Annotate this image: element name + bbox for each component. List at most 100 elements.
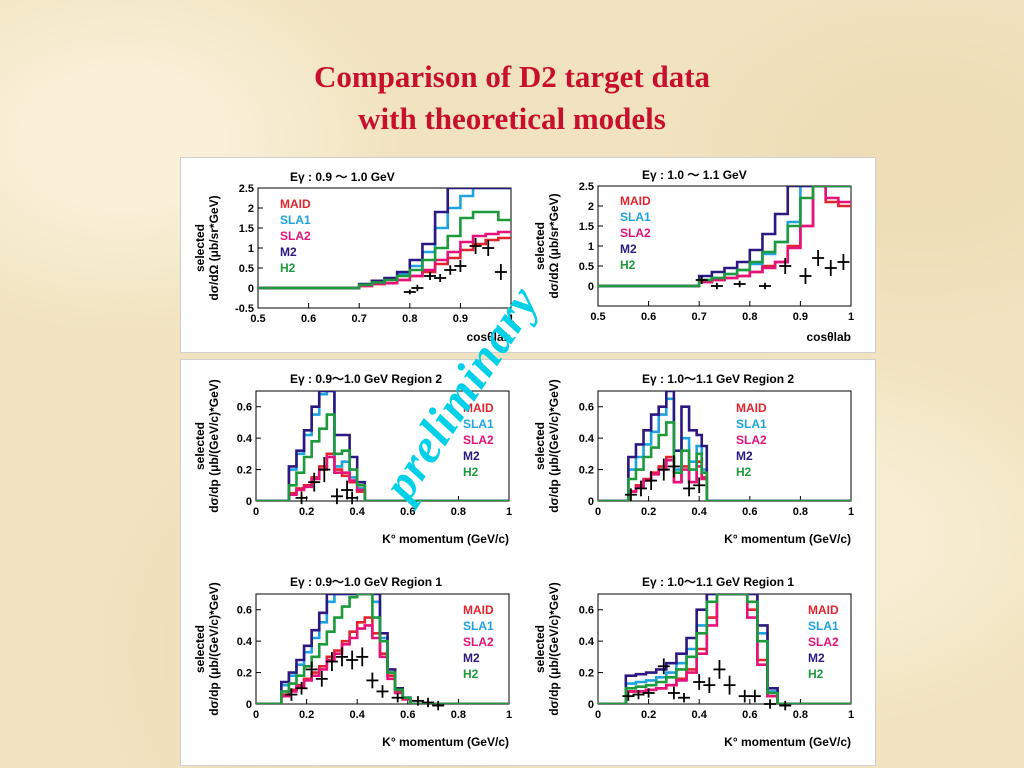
legend-entry-sla1: SLA1 [280, 213, 311, 227]
y-axis-label-1: selected [193, 422, 207, 470]
y-tick-label: 0.4 [237, 433, 253, 445]
y-axis-label-1: selected [193, 625, 207, 673]
x-axis-label: cosθlab [806, 330, 851, 344]
legend-entry-sla1: SLA1 [808, 619, 839, 633]
x-axis-label: cosθlab [466, 330, 511, 344]
x-tick-label: 0 [595, 709, 601, 721]
x-tick-label: 1 [848, 311, 854, 323]
series-h2-histogram [598, 186, 851, 288]
y-tick-label: 0.2 [237, 668, 252, 680]
x-tick-label: 0.4 [692, 506, 708, 518]
x-tick-label: 0.2 [299, 709, 314, 721]
series-m2-histogram [598, 391, 851, 501]
y-tick-label: 0.6 [237, 605, 252, 617]
y-axis-label-2: dσ/dΩ (μb/sr*GeV) [547, 193, 561, 298]
chart-title: Eγ : 0.9～1.0 GeV Region 2 [290, 372, 442, 386]
legend-entry-sla1: SLA1 [736, 417, 767, 431]
x-tick-label: 1 [848, 709, 854, 721]
x-tick-label: 0.4 [350, 506, 366, 518]
slide-title: Comparison of D2 target data with theore… [0, 56, 1024, 140]
y-tick-label: 1 [248, 243, 254, 255]
y-tick-label: 2 [248, 203, 254, 215]
title-line-1: Comparison of D2 target data [313, 59, 711, 94]
x-tick-label: 1 [506, 709, 512, 721]
y-tick-label: 0.6 [237, 402, 252, 414]
chart-mid-left: Eγ : 0.9～1.0 GeV Region 2 0 0.2 0.4 0.6 0.8 1 0… [193, 372, 512, 546]
y-axis-label-1: selected [533, 422, 547, 470]
legend-entry-sla2: SLA2 [463, 635, 494, 649]
legend-entry-maid: MAID [736, 401, 767, 415]
x-axis-label: K° momentum (GeV/c) [724, 735, 851, 749]
series-m2-histogram [598, 186, 851, 288]
chart-bottom-right: Eγ : 1.0～1.1 GeV Region 1 0 0.2 0.4 0.6 0.8 1 0… [533, 575, 854, 749]
legend-entry-maid: MAID [280, 197, 311, 211]
y-axis-label-1: selected [533, 222, 547, 270]
y-axis-label-1: selected [193, 224, 207, 272]
series-sla1-histogram [598, 594, 851, 704]
y-axis-label-2: dσ/dΩ (μb/sr*GeV) [207, 195, 221, 300]
y-tick-label: 0.4 [237, 636, 253, 648]
series-h2-histogram [598, 594, 851, 704]
legend-entry-sla2: SLA2 [736, 433, 767, 447]
x-axis-label: K° momentum (GeV/c) [382, 735, 509, 749]
x-axis-label: K° momentum (GeV/c) [724, 532, 851, 546]
legend-entry-m2: M2 [463, 449, 480, 463]
series-h2-histogram [256, 594, 509, 704]
series-h2-histogram [258, 210, 511, 290]
y-axis-label-2: dσ/dp (μb/(GeV/c)*GeV) [547, 582, 561, 716]
x-tick-label: 0.5 [250, 313, 265, 325]
y-axis-label-1: selected [533, 625, 547, 673]
y-tick-label: -0.5 [235, 303, 254, 315]
legend-entry-sla2: SLA2 [280, 229, 311, 243]
x-tick-label: 0.6 [301, 313, 316, 325]
legend-entry-h2: H2 [620, 258, 636, 272]
legend-entry-sla1: SLA1 [620, 210, 651, 224]
legend-entry-h2: H2 [280, 261, 296, 275]
legend-entry-m2: M2 [808, 651, 825, 665]
x-tick-label: 0.4 [692, 709, 708, 721]
chart-top-left: Eγ : 0.9 ～ 1.0 GeV 0.5 0.6 0.7 0.8 0.9 1 -0.5 0 0… [193, 170, 514, 344]
x-tick-label: 0.9 [793, 311, 808, 323]
y-tick-label: 0.5 [239, 263, 254, 275]
x-tick-label: 0.8 [742, 311, 757, 323]
x-tick-label: 0.6 [641, 311, 656, 323]
y-tick-label: 1.5 [239, 223, 254, 235]
legend-entry-sla2: SLA2 [463, 433, 494, 447]
series-h2-histogram [598, 421, 851, 501]
y-tick-label: 0.2 [579, 668, 594, 680]
legend-entry-sla2: SLA2 [808, 635, 839, 649]
y-tick-label: 0.4 [579, 636, 595, 648]
y-tick-label: 1 [588, 241, 594, 253]
series-sla2-histogram [258, 230, 511, 290]
y-axis-label-2: dσ/dp (μb/(GeV/c)*GeV) [547, 379, 561, 513]
legend-entry-m2: M2 [280, 245, 297, 259]
y-axis-label-2: dσ/dp (μb/(GeV/c)*GeV) [207, 582, 221, 716]
y-tick-label: 0.6 [579, 605, 594, 617]
x-tick-label: 0 [253, 709, 259, 721]
x-tick-label: 0.4 [350, 709, 366, 721]
x-axis-label: K° momentum (GeV/c) [382, 532, 509, 546]
chart-title: Eγ : 1.0～1.1 GeV Region 2 [642, 372, 794, 386]
x-tick-label: 0.6 [742, 506, 757, 518]
plot-frame [255, 390, 510, 502]
legend-entry-sla1: SLA1 [463, 417, 494, 431]
legend-entry-sla2: SLA2 [620, 226, 651, 240]
legend-entry-h2: H2 [463, 465, 479, 479]
y-tick-label: 1.5 [579, 221, 594, 233]
x-tick-label: 0 [253, 506, 259, 518]
y-tick-label: 0 [246, 699, 252, 711]
y-tick-label: 0 [246, 496, 252, 508]
y-tick-label: 0 [588, 281, 594, 293]
x-tick-label: 1 [508, 313, 514, 325]
y-tick-label: 0.4 [579, 433, 595, 445]
chart-top-right: Eγ : 1.0 ～ 1.1 GeV 0.5 0.6 0.7 0.8 0.9 1 0 0.5 1 1… [533, 168, 854, 344]
x-tick-label: 0.6 [400, 709, 415, 721]
legend-entry-maid: MAID [463, 401, 494, 415]
y-tick-label: 2.5 [579, 181, 594, 193]
legend-entry-maid: MAID [620, 194, 651, 208]
legend-entry-h2: H2 [736, 465, 752, 479]
chart-bottom-left: Eγ : 0.9～1.0 GeV Region 1 0 0.2 0.4 0.6 0.8 1 0… [193, 575, 512, 749]
chart-title: Eγ : 0.9 ～ 1.0 GeV [290, 170, 395, 184]
y-tick-label: 0 [588, 496, 594, 508]
y-tick-label: 0.2 [579, 465, 594, 477]
